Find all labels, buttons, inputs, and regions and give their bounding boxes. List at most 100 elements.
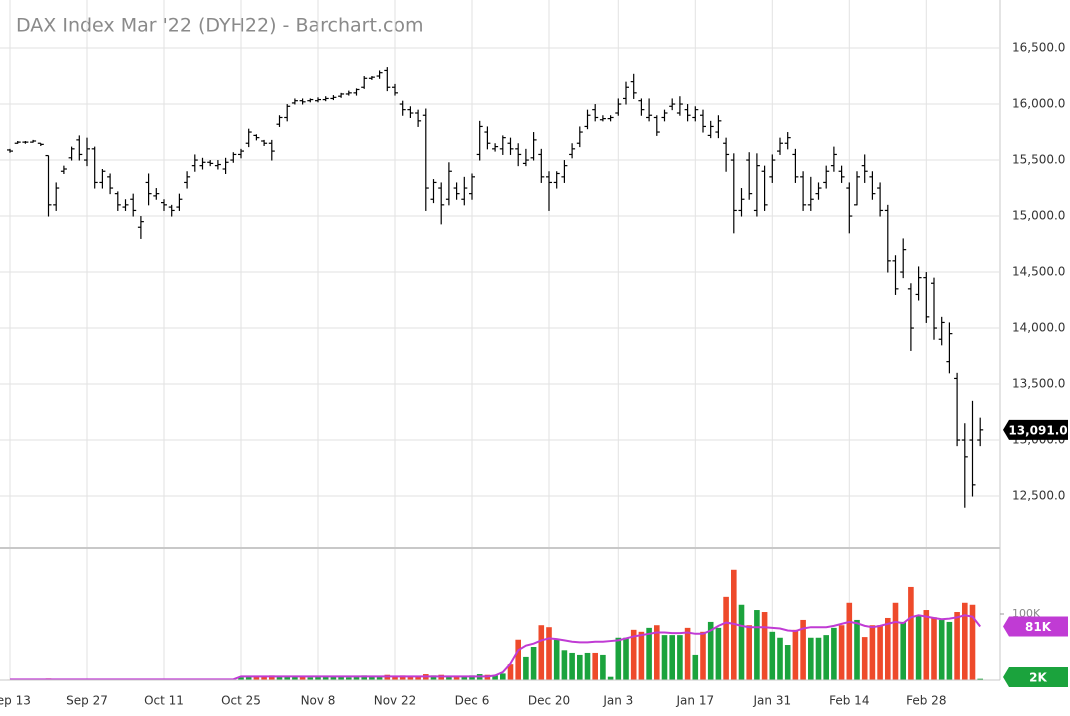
volume-bar (761, 612, 768, 680)
last-price-tag-text: 13,091.0 (1008, 423, 1067, 437)
volume-bar (338, 676, 344, 680)
volume-bar (877, 625, 883, 680)
y-tick-label: 14,500.0 (1012, 265, 1065, 279)
volume-bar (592, 652, 598, 680)
volume-bar (969, 604, 976, 680)
volume-bar (399, 675, 406, 680)
x-tick-label: Dec 20 (528, 694, 570, 708)
volume-bar (353, 676, 360, 680)
y-tick-label: 16,500.0 (1012, 41, 1065, 55)
x-tick-label: Feb 14 (829, 694, 869, 708)
volume-bar (461, 676, 468, 680)
volume-bar (392, 676, 398, 680)
volume-bar (515, 639, 521, 680)
volume-bar (322, 676, 329, 680)
volume-bar (646, 627, 652, 680)
volume-bar (846, 602, 853, 680)
volume-bar (677, 635, 683, 680)
last-price-tag-box (1003, 419, 1068, 440)
volume-bar (746, 625, 752, 680)
volume-bar (723, 596, 729, 680)
x-tick-label: Nov 22 (374, 694, 417, 708)
x-tick-label: Sep 13 (0, 694, 31, 708)
volume-bar (523, 656, 529, 680)
volume-bar (584, 652, 591, 680)
volume-bar (654, 625, 660, 680)
volume-bar (269, 675, 275, 680)
y-tick-label: 16,000.0 (1012, 97, 1065, 111)
volume-bar (854, 619, 860, 680)
x-tick-label: Jan 31 (753, 694, 792, 708)
volume-bar (892, 602, 899, 680)
volume-bar (469, 675, 475, 680)
volume-bar (530, 647, 537, 680)
volume-bar (500, 673, 506, 680)
volume-bar (861, 637, 868, 680)
volume-bar (700, 631, 706, 680)
last-price-tag: 13,091.0 (1003, 419, 1068, 440)
volume-bar (453, 676, 460, 680)
volume-bar (292, 677, 298, 680)
y-tick-label: 13,500.0 (1012, 377, 1065, 391)
volume-bar (684, 627, 691, 680)
volume-bar (361, 675, 367, 680)
volume-tag: 2K (1003, 667, 1068, 687)
volume-bar (623, 637, 629, 680)
volume-bar (315, 677, 321, 680)
volume-bar (407, 676, 414, 680)
x-tick-label: Nov 8 (301, 694, 336, 708)
volume-bar (630, 629, 637, 680)
volume-bar (376, 676, 383, 680)
x-tick-label: Jan 17 (676, 694, 715, 708)
volume-bar (754, 610, 760, 680)
x-tick-label: Oct 25 (221, 694, 261, 708)
volume-bar (299, 676, 306, 680)
volume-bar (577, 654, 583, 680)
volume-bar (369, 676, 375, 680)
y-tick-label: 14,000.0 (1012, 321, 1065, 335)
volume-bar (446, 676, 452, 680)
volume-bar (908, 586, 914, 680)
volume-bar (245, 676, 252, 680)
volume-bar (553, 639, 560, 680)
volume-bar (253, 676, 260, 680)
x-tick-label: Sep 27 (66, 694, 108, 708)
volume-bar (823, 635, 829, 680)
volume-bar (815, 637, 822, 680)
volume-bar (607, 676, 614, 680)
volume-bar (615, 637, 622, 680)
volume-bar (977, 678, 983, 680)
volume-bar (507, 664, 514, 680)
x-tick-label: Dec 6 (455, 694, 490, 708)
x-tick-label: Feb 28 (906, 694, 946, 708)
volume-tag-box (1003, 667, 1068, 687)
volume-bar (415, 676, 421, 680)
volume-bar (915, 615, 922, 680)
volume-bar (561, 650, 568, 680)
volume-bar (931, 617, 937, 680)
volume-bar (661, 635, 668, 680)
volume-bar (962, 602, 968, 680)
volume-bar (284, 676, 290, 680)
volume-bar (692, 654, 699, 680)
volume-bar (538, 625, 545, 680)
volume-bar (569, 652, 575, 680)
ma-tag-text: 81K (1025, 620, 1052, 634)
y-tick-label: 15,500.0 (1012, 153, 1065, 167)
volume-bar (808, 637, 814, 680)
volume-bar (430, 675, 437, 680)
volume-tag-text: 2K (1029, 671, 1047, 685)
volume-bar (346, 677, 352, 680)
volume-bar (792, 629, 799, 680)
volume-bar (261, 676, 267, 680)
volume-bar (600, 654, 606, 680)
y-tick-label: 12,500.0 (1012, 489, 1065, 503)
volume-bar (492, 675, 498, 680)
volume-bar (707, 621, 714, 680)
volume-bar (831, 627, 837, 680)
volume-bar (276, 675, 283, 680)
volume-bar (869, 625, 876, 680)
x-tick-label: Jan 3 (602, 694, 633, 708)
volume-bar (923, 610, 930, 680)
volume-bar (800, 619, 806, 680)
